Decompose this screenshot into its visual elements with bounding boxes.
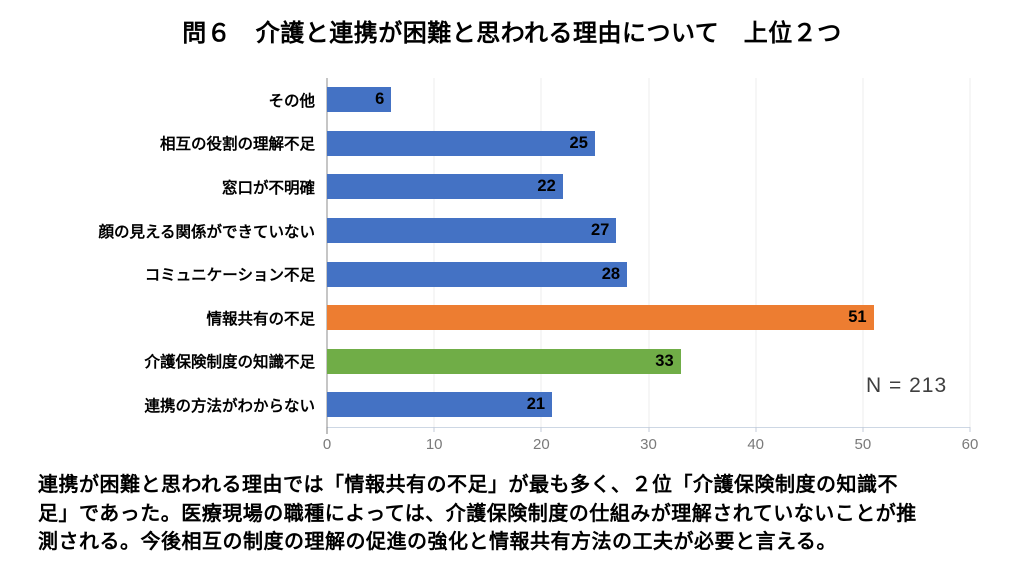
- x-tick-label: 0: [322, 436, 332, 453]
- bar-value-label: 22: [537, 177, 556, 196]
- footer-line: 足」であった。医療現場の職種によっては、介護保険制度の仕組みが理解されていないこ…: [38, 502, 917, 525]
- bar: 28: [327, 261, 628, 287]
- bar-chart-row: 介護保険制度の知識不足 33: [0, 340, 1024, 384]
- x-tick-label: 20: [532, 436, 550, 453]
- bar-value-label: 28: [601, 264, 621, 283]
- x-tick-label: 50: [854, 436, 872, 453]
- x-axis-labels: 0 10 20 30 40 50 60: [323, 430, 979, 456]
- x-tick-label: 30: [640, 436, 657, 453]
- bar-value-label: 21: [526, 395, 546, 414]
- x-tick-mark: [755, 427, 757, 432]
- bar-chart-row: 相互の役割の理解不足 25: [0, 122, 1024, 166]
- bar: 33: [327, 348, 681, 374]
- bar-chart: その他 6 相互の役割の理解不足 25 窓口が不明確 22 顔の見える関係ができ…: [0, 78, 1024, 457]
- bar-value-label: 51: [848, 308, 867, 327]
- x-tick-mark: [540, 427, 542, 432]
- gridline: [540, 78, 542, 427]
- y-axis-line: [326, 78, 328, 427]
- bar-track: 28: [327, 261, 970, 287]
- x-tick-label: 40: [747, 436, 764, 453]
- x-tick-mark: [433, 427, 435, 432]
- category-label: 窓口が不明確: [221, 179, 315, 197]
- x-tick-mark: [862, 427, 864, 432]
- bar-rows: その他 6 相互の役割の理解不足 25 窓口が不明確 22 顔の見える関係ができ…: [0, 78, 1024, 427]
- bar: 27: [327, 218, 617, 244]
- bar: 22: [327, 174, 563, 200]
- gridlines: [326, 78, 971, 427]
- footer-line: 測される。今後相互の制度の理解の促進の強化と情報共有方法の工夫が必要と言える。: [38, 531, 837, 553]
- bar-chart-row: 情報共有の不足 51: [0, 296, 1024, 340]
- category-label: 情報共有の不足: [206, 310, 315, 328]
- n-annotation: N = 213: [866, 374, 948, 397]
- bar-track: 27: [327, 218, 970, 244]
- x-tick-mark: [648, 427, 649, 432]
- category-label: コミュニケーション不足: [144, 267, 315, 285]
- gridline: [755, 78, 757, 427]
- bar-chart-row: 窓口が不明確 22: [0, 165, 1024, 209]
- category-label: 介護保険制度の知識不足: [144, 354, 315, 372]
- bar-track: 21: [327, 392, 970, 418]
- category-label: 相互の役割の理解不足: [159, 136, 315, 154]
- bar-value-label: 6: [375, 90, 385, 109]
- footer-text: 連携が困難と思われる理由では「情報共有の不足」が最も多く、２位「介護保険制度の知…: [38, 471, 986, 557]
- bar-chart-row: その他 6: [0, 78, 1024, 122]
- bar-chart-row: コミュニケーション不足 28: [0, 252, 1024, 296]
- bar: 6: [327, 87, 392, 113]
- bar-chart-row: 顔の見える関係ができていない 27: [0, 209, 1024, 253]
- bar: 21: [327, 392, 553, 418]
- bar-value-label: 27: [590, 221, 610, 240]
- x-tick-mark: [326, 427, 328, 434]
- bar-track: 51: [327, 305, 970, 331]
- category-label: 顔の見える関係ができていない: [98, 223, 315, 241]
- bar-track: 6: [327, 87, 970, 113]
- x-tick-mark: [969, 427, 971, 432]
- bar-chart-row: 連携の方法がわからない 21: [0, 383, 1024, 427]
- gridline: [433, 78, 435, 427]
- category-label: その他: [268, 92, 315, 110]
- bar-track: 22: [327, 174, 970, 200]
- bar-track: 33: [327, 348, 970, 374]
- x-tick-label: 60: [961, 436, 979, 453]
- gridline: [648, 78, 649, 427]
- bar-track: 25: [327, 130, 970, 156]
- x-tick-label: 10: [425, 436, 443, 453]
- bar: 51: [327, 305, 874, 331]
- chart-title: 問６ 介護と連携が困難と思われる理由について 上位２つ: [182, 20, 842, 47]
- gridline: [969, 78, 971, 427]
- footer-line: 連携が困難と思われる理由では「情報共有の不足」が最も多く、２位「介護保険制度の知…: [38, 474, 898, 496]
- category-label: 連携の方法がわからない: [144, 397, 315, 415]
- bar-value-label: 25: [569, 133, 588, 152]
- bar: 25: [327, 130, 595, 156]
- bar-value-label: 33: [655, 351, 674, 370]
- gridline: [862, 78, 864, 427]
